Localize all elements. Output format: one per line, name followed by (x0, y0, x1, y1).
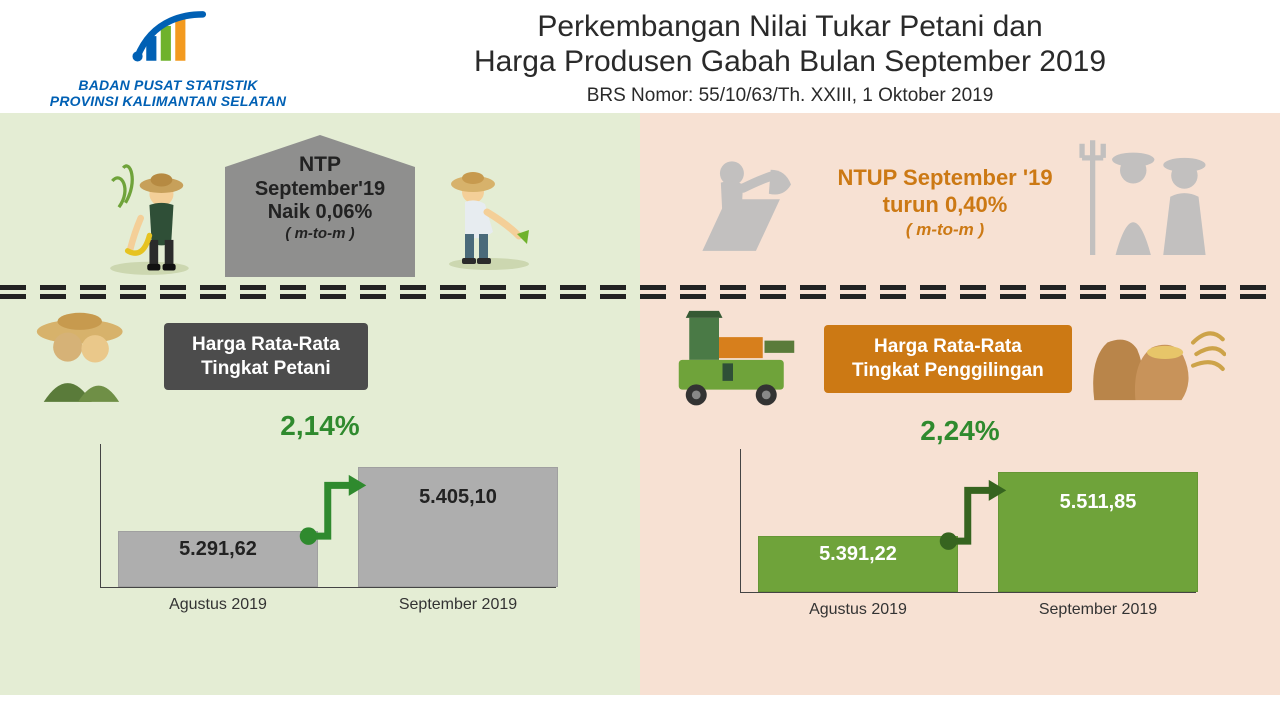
left-bar-chart: 5.291,62 5.405,10 Agustus 2019 September… (44, 444, 596, 614)
left-bar-aug: 5.291,62 (118, 531, 318, 587)
title-line2: Harga Produsen Gabah Bulan September 201… (318, 45, 1262, 80)
divider-dashes (640, 285, 1280, 303)
left-bar-sep: 5.405,10 (358, 467, 558, 587)
header: BADAN PUSAT STATISTIK PROVINSI KALIMANTA… (0, 0, 1280, 113)
column-left: NTP September'19 Naik 0,06% ( m-to-m ) (0, 113, 640, 695)
infographic-root: BADAN PUSAT STATISTIK PROVINSI KALIMANTA… (0, 0, 1280, 720)
ntp-row: NTP September'19 Naik 0,06% ( m-to-m ) (30, 127, 610, 277)
right-section-header: Harga Rata-Rata Tingkat Penggilingan (670, 309, 1250, 409)
farmer-carrying-icon (695, 137, 815, 267)
brs-number: BRS Nomor: 55/10/63/Th. XXIII, 1 Oktober… (318, 85, 1262, 107)
right-xlabel-aug: Agustus 2019 (758, 601, 958, 619)
column-right: NTUP September '19 turun 0,40% ( m-to-m … (640, 113, 1280, 695)
left-xlabel-aug: Agustus 2019 (118, 596, 318, 614)
right-bar-chart: 5.391,22 5.511,85 Agustus 2019 September… (684, 449, 1236, 619)
left-section-label: Harga Rata-Rata Tingkat Petani (164, 323, 368, 391)
title-line1: Perkembangan Nilai Tukar Petani dan (318, 10, 1262, 45)
ntp-house-callout: NTP September'19 Naik 0,06% ( m-to-m ) (225, 135, 415, 277)
left-section-header: Harga Rata-Rata Tingkat Petani (30, 309, 610, 404)
rice-mill-icon (670, 309, 810, 409)
columns: NTP September'19 Naik 0,06% ( m-to-m ) (0, 113, 1280, 695)
farmer-couple-icon (30, 309, 150, 404)
left-xlabel-sep: September 2019 (358, 596, 558, 614)
org-logo-block: BADAN PUSAT STATISTIK PROVINSI KALIMANTA… (18, 10, 318, 109)
farmer-planting-icon (429, 157, 539, 277)
header-titles: Perkembangan Nilai Tukar Petani dan Harg… (318, 10, 1262, 107)
farmer-harvesting-icon (101, 157, 211, 277)
ntup-text: NTUP September '19 turun 0,40% ( m-to-m … (837, 164, 1052, 240)
right-pct: 2,24% (670, 415, 1250, 447)
ntup-row: NTUP September '19 turun 0,40% ( m-to-m … (670, 127, 1250, 277)
right-bar-sep: 5.511,85 (998, 472, 1198, 592)
farmer-couple-pitchfork-icon (1075, 137, 1225, 267)
left-pct: 2,14% (30, 410, 610, 442)
org-name-line1: BADAN PUSAT STATISTIK (18, 77, 318, 93)
right-xlabel-sep: September 2019 (998, 601, 1198, 619)
right-section-label: Harga Rata-Rata Tingkat Penggilingan (824, 325, 1072, 393)
bps-logo-icon (123, 10, 213, 68)
org-name-line2: PROVINSI KALIMANTAN SELATAN (18, 93, 318, 109)
ntp-text: NTP September'19 Naik 0,06% ( m-to-m ) (231, 153, 409, 271)
right-bar-aug: 5.391,22 (758, 536, 958, 592)
divider-dashes (0, 285, 640, 303)
rice-sacks-icon (1086, 309, 1226, 409)
